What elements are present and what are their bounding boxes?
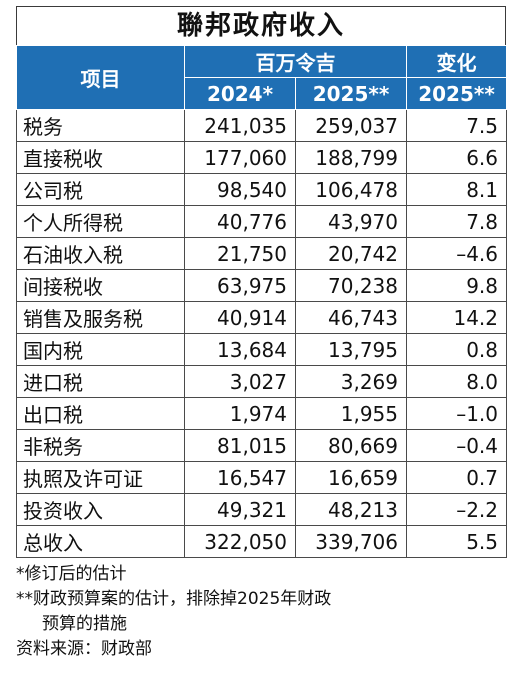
cell-2025: 339,706 (295, 525, 407, 558)
table-body: 税务 241,035 259,037 7.5 直接税收 177,060 188,799 6.6… (16, 109, 507, 558)
cell-2024: 13,684 (184, 333, 296, 366)
cell-2025: 46,743 (295, 301, 407, 334)
cell-2025: 3,269 (295, 365, 407, 398)
cell-change: 7.5 (406, 109, 507, 142)
cell-change: 9.8 (406, 269, 507, 302)
header-year-2025: 2025** (295, 77, 407, 110)
cell-2025: 106,478 (295, 173, 407, 206)
cell-2024: 98,540 (184, 173, 296, 206)
row-label: 公司税 (16, 173, 185, 206)
cell-change: –1.0 (406, 397, 507, 430)
cell-change: 0.7 (406, 461, 507, 494)
row-label: 国内税 (16, 333, 185, 366)
cell-2024: 21,750 (184, 237, 296, 270)
cell-change: 5.5 (406, 525, 507, 558)
cell-2025: 70,238 (295, 269, 407, 302)
row-label: 个人所得税 (16, 205, 185, 238)
cell-2024: 3,027 (184, 365, 296, 398)
cell-2024: 1,974 (184, 397, 296, 430)
header-year-2024: 2024* (184, 77, 296, 110)
cell-2025: 1,955 (295, 397, 407, 430)
row-label: 直接税收 (16, 141, 185, 174)
header-change-year: 2025** (406, 77, 507, 110)
cell-2025: 259,037 (295, 109, 407, 142)
cell-2024: 63,975 (184, 269, 296, 302)
header-item: 项目 (16, 45, 185, 110)
table-row: 石油收入税 21,750 20,742 –4.6 (16, 237, 507, 270)
cell-change: 7.8 (406, 205, 507, 238)
cell-2024: 177,060 (184, 141, 296, 174)
cell-2025: 43,970 (295, 205, 407, 238)
cell-change: 0.8 (406, 333, 507, 366)
row-label: 总收入 (16, 525, 185, 558)
revenue-table: 项目 百万令吉 变化 2024* 2025** 2025** 税务 241,035… (16, 45, 507, 558)
table-title: 聯邦政府收入 (16, 6, 506, 45)
cell-2025: 16,659 (295, 461, 407, 494)
footnotes: *修订后的估计 **财政预算案的估计，排除掉2025年财政 预算的措施 资料来源… (16, 562, 506, 662)
table-row: 进口税 3,027 3,269 8.0 (16, 365, 507, 398)
table-row: 直接税收 177,060 188,799 6.6 (16, 141, 507, 174)
header-unit-group: 百万令吉 (184, 45, 407, 78)
row-label: 执照及许可证 (16, 461, 185, 494)
header-change-group: 变化 (406, 45, 507, 78)
row-label: 出口税 (16, 397, 185, 430)
row-label: 投资收入 (16, 493, 185, 526)
cell-2024: 241,035 (184, 109, 296, 142)
cell-change: –2.2 (406, 493, 507, 526)
row-label: 间接税收 (16, 269, 185, 302)
table-row: 个人所得税 40,776 43,970 7.8 (16, 205, 507, 238)
footnote-budget: **财政预算案的估计，排除掉2025年财政 (16, 589, 332, 609)
table-row: 执照及许可证 16,547 16,659 0.7 (16, 461, 507, 494)
table-row: 税务 241,035 259,037 7.5 (16, 109, 507, 142)
cell-2024: 49,321 (184, 493, 296, 526)
row-label: 进口税 (16, 365, 185, 398)
table-row: 间接税收 63,975 70,238 9.8 (16, 269, 507, 302)
cell-change: –0.4 (406, 429, 507, 462)
cell-2025: 13,795 (295, 333, 407, 366)
footnote-budget-cont: 预算的措施 (42, 614, 127, 634)
cell-2024: 40,914 (184, 301, 296, 334)
cell-2025: 20,742 (295, 237, 407, 270)
row-label: 税务 (16, 109, 185, 142)
revenue-table-card: 聯邦政府收入 项目 百万令吉 变化 2024* 2025** 2025** 税务… (16, 6, 507, 662)
cell-2024: 16,547 (184, 461, 296, 494)
table-row: 出口税 1,974 1,955 –1.0 (16, 397, 507, 430)
cell-2024: 40,776 (184, 205, 296, 238)
cell-2025: 48,213 (295, 493, 407, 526)
table-row: 投资收入 49,321 48,213 –2.2 (16, 493, 507, 526)
cell-change: 14.2 (406, 301, 507, 334)
cell-change: 8.1 (406, 173, 507, 206)
cell-2025: 80,669 (295, 429, 407, 462)
cell-change: 6.6 (406, 141, 507, 174)
cell-change: –4.6 (406, 237, 507, 270)
table-row: 总收入 322,050 339,706 5.5 (16, 525, 507, 558)
row-label: 销售及服务税 (16, 301, 185, 334)
cell-2025: 188,799 (295, 141, 407, 174)
row-label: 石油收入税 (16, 237, 185, 270)
source-note: 资料来源：财政部 (16, 639, 152, 659)
cell-2024: 322,050 (184, 525, 296, 558)
cell-change: 8.0 (406, 365, 507, 398)
table-row: 非税务 81,015 80,669 –0.4 (16, 429, 507, 462)
row-label: 非税务 (16, 429, 185, 462)
table-row: 国内税 13,684 13,795 0.8 (16, 333, 507, 366)
footnote-revised: *修订后的估计 (16, 564, 127, 584)
table-row: 公司税 98,540 106,478 8.1 (16, 173, 507, 206)
table-row: 销售及服务税 40,914 46,743 14.2 (16, 301, 507, 334)
cell-2024: 81,015 (184, 429, 296, 462)
